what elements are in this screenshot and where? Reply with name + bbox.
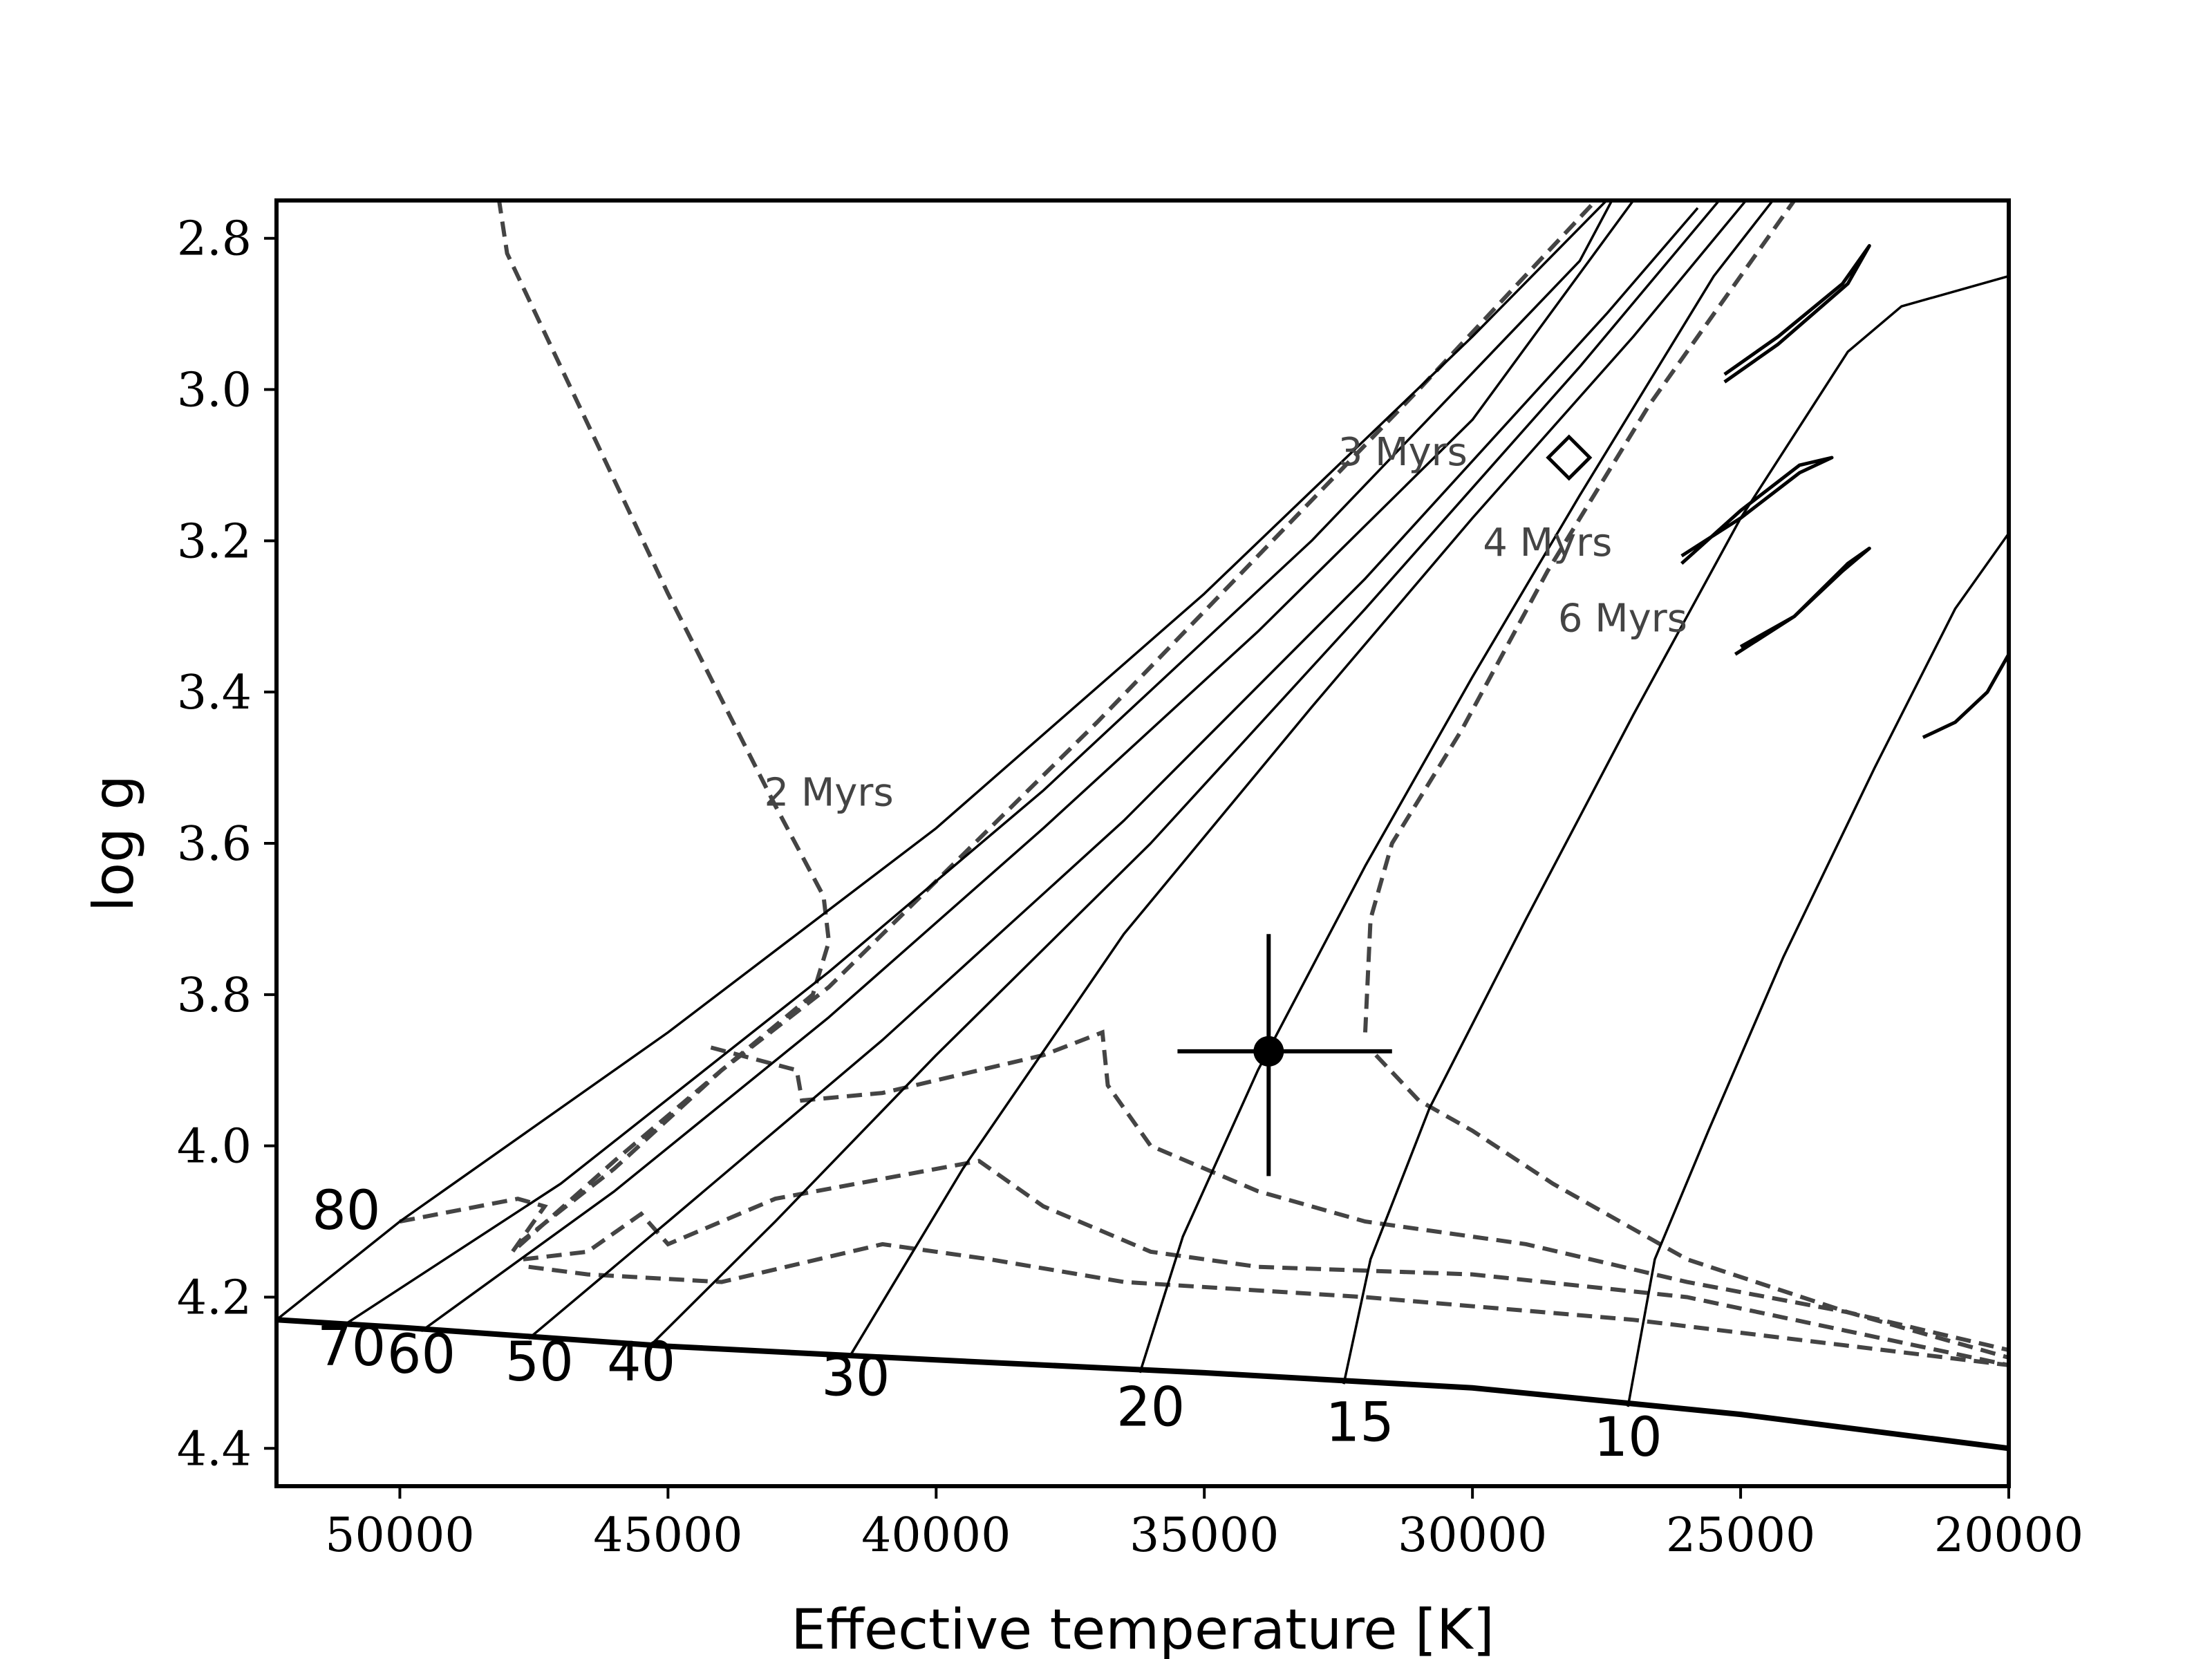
x-tick-label-40000: 40000 bbox=[861, 1508, 1011, 1563]
y-tick-label-3.4: 3.4 bbox=[177, 666, 252, 720]
y-tick-label-4.2: 4.2 bbox=[177, 1271, 252, 1325]
zams-layer bbox=[276, 1317, 2009, 1452]
mass-label-15: 15 bbox=[1326, 1391, 1394, 1454]
y-tick-label-4: 4.0 bbox=[177, 1120, 252, 1174]
y-tick-label-3.8: 3.8 bbox=[177, 968, 252, 1023]
track-60-msun bbox=[420, 200, 1635, 1333]
mass-label-40: 40 bbox=[607, 1331, 675, 1394]
blue-loop-2 bbox=[1734, 546, 1871, 656]
track-30-msun bbox=[849, 200, 1747, 1356]
y-tick-label-3: 3.0 bbox=[177, 364, 252, 418]
x-tick-label-35000: 35000 bbox=[1130, 1508, 1279, 1563]
isochrone-label-3-myrs: 3 Myrs bbox=[1338, 430, 1468, 475]
diamond-marker bbox=[1546, 434, 1593, 481]
blue-loop-3 bbox=[1922, 653, 2009, 740]
track-15-msun bbox=[1342, 274, 2009, 1385]
x-tick-label-30000: 30000 bbox=[1398, 1508, 1547, 1563]
zams-line bbox=[276, 1317, 2009, 1452]
track-20-msun bbox=[1138, 200, 1774, 1374]
mass-label-20: 20 bbox=[1116, 1377, 1185, 1439]
mass-label-50: 50 bbox=[505, 1331, 574, 1394]
track-50-msun bbox=[527, 207, 1699, 1340]
mass-label-70: 70 bbox=[317, 1316, 386, 1378]
mass-label-10: 10 bbox=[1593, 1407, 1662, 1469]
y-axis-title: log g bbox=[82, 775, 146, 912]
isochrone-2 bbox=[523, 1159, 2009, 1367]
y-tick-label-2.8: 2.8 bbox=[177, 212, 252, 267]
isochrone-5 bbox=[1363, 200, 1797, 1033]
y-tick-label-4.4: 4.4 bbox=[177, 1422, 252, 1477]
y-tick-label-3.6: 3.6 bbox=[177, 817, 252, 872]
x-tick-label-50000: 50000 bbox=[325, 1508, 474, 1563]
track-40-msun bbox=[650, 200, 1721, 1345]
isochrones-layer bbox=[399, 200, 2009, 1367]
track-10-msun bbox=[1627, 532, 2009, 1407]
isochrone-3 bbox=[528, 1241, 2009, 1367]
tracks-layer bbox=[276, 200, 2009, 1407]
blue-loop-1 bbox=[1680, 456, 1834, 565]
mass-label-80: 80 bbox=[312, 1180, 380, 1242]
isochrone-6 bbox=[1374, 1053, 2009, 1360]
track-70-msun bbox=[345, 200, 1613, 1325]
x-tick-label-25000: 25000 bbox=[1666, 1508, 1815, 1563]
y-axis: 2.8 3.0 3.2 3.4 3.6 3.8 4.0 4.2 4.4 bbox=[177, 212, 276, 1477]
isochrone-4 bbox=[710, 1029, 2009, 1353]
y-tick-label-3.2: 3.2 bbox=[177, 514, 252, 569]
isochrone-0 bbox=[399, 200, 832, 1254]
track-80-msun bbox=[276, 200, 1608, 1321]
star-data-point bbox=[1253, 1035, 1284, 1067]
isochrone-label-6-myrs: 6 Myrs bbox=[1558, 597, 1687, 641]
x-axis-title: Effective temperature [K] bbox=[791, 1597, 1494, 1659]
mass-label-30: 30 bbox=[821, 1347, 890, 1409]
x-tick-label-45000: 45000 bbox=[593, 1508, 742, 1563]
mass-label-60: 60 bbox=[387, 1324, 456, 1386]
markers-layer bbox=[1177, 434, 1593, 1177]
isochrone-label-2-myrs: 2 Myrs bbox=[765, 770, 894, 815]
labels-layer: 80 70 60 50 40 30 20 15 10 2 Myrs 3 Myrs 4 Myrs 6 My… bbox=[312, 430, 1687, 1469]
blue-loop-0 bbox=[1723, 244, 1871, 384]
x-tick-label-20000: 20000 bbox=[1934, 1508, 2083, 1563]
isochrone-label-4-myrs: 4 Myrs bbox=[1483, 521, 1612, 565]
x-axis: 50000 45000 40000 35000 30000 25000 20000 bbox=[325, 1486, 2083, 1563]
